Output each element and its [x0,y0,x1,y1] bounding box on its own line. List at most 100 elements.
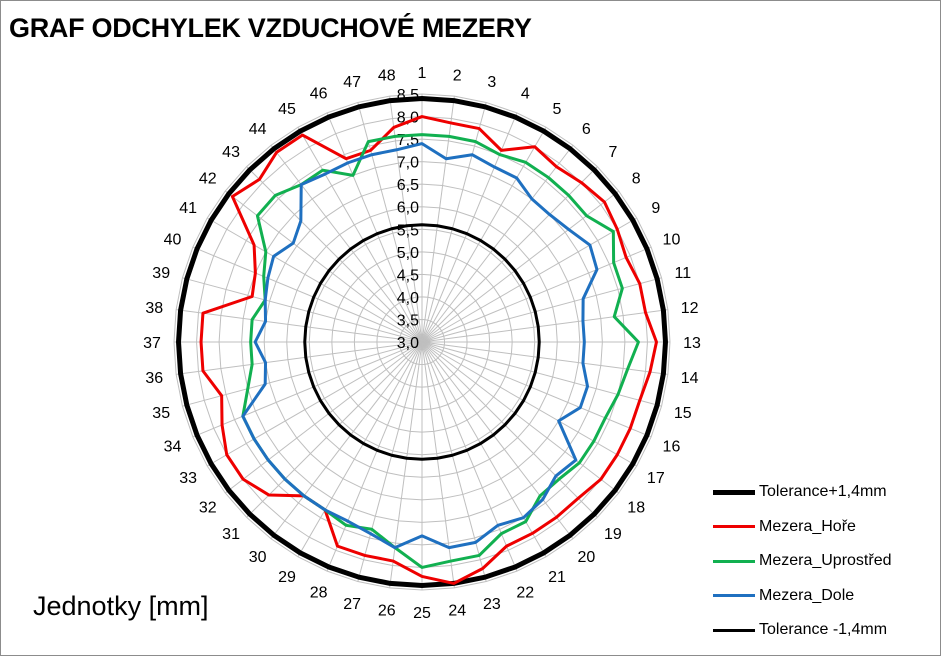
category-label: 7 [608,144,617,161]
category-label: 44 [249,121,267,138]
series-mezera-dole [241,142,599,550]
series-tolerance-1-4mm [303,223,541,461]
legend-swatch [713,525,755,529]
unit-label: Jednotky [mm] [33,591,209,621]
grid-spoke [176,309,423,343]
grid-spoke [421,341,652,438]
legend-swatch [713,559,755,563]
grid-spoke [176,341,423,375]
grid-spoke [326,341,423,572]
legend-label: Tolerance+1,4mm [759,483,887,501]
category-label: 24 [448,603,466,620]
radial-tick-label: 4,0 [397,290,419,307]
legend-item: Mezera_Hoře [713,510,938,545]
category-label: 3 [487,74,496,91]
category-label: 25 [413,605,431,622]
grid-spoke [270,341,423,540]
radial-tick-label: 3,0 [397,335,419,352]
grid-spoke [421,126,547,343]
grid-spoke [421,341,518,572]
category-label: 33 [179,470,197,487]
category-label: 18 [627,499,645,516]
category-label: 22 [516,584,534,601]
grid-spoke [297,126,423,343]
grid-spoke [421,341,598,518]
category-label: 30 [249,549,267,566]
category-label: 11 [674,265,691,282]
radial-tick-label: 7,0 [397,155,419,172]
radial-tick-label: 5,0 [397,245,419,262]
category-label: 13 [683,335,701,352]
radial-tick-label: 3,5 [397,312,419,329]
legend-item: Mezera_Dole [713,579,938,614]
legend-label: Mezera_Hoře [759,517,856,535]
series-tolerance-1-4mm [176,96,668,588]
series-mezera-hore [199,115,658,585]
grid-spoke [246,341,423,518]
grid-spoke [192,341,423,438]
category-label: 14 [681,370,699,387]
category-label: 20 [577,549,595,566]
category-label: 34 [164,438,182,455]
radial-tick-label: 6,0 [397,200,419,217]
grid-spoke [421,246,652,343]
grid-spoke [389,341,423,588]
grid-spoke [421,341,455,588]
category-label: 37 [143,335,161,352]
category-label: 23 [483,596,501,613]
category-label: 17 [647,470,665,487]
legend-swatch [713,594,755,598]
category-label: 40 [164,232,182,249]
category-label: 1 [418,65,427,82]
grid-spoke [182,277,423,343]
grid-spoke [224,341,423,494]
category-label: 35 [152,405,170,422]
category-label: 6 [582,121,591,138]
category-label: 48 [378,67,396,84]
category-label: 9 [651,200,660,217]
category-label: 43 [222,144,240,161]
category-label: 32 [199,499,217,516]
category-label: 5 [553,101,562,118]
category-label: 36 [145,370,163,387]
category-label: 8 [632,171,641,188]
category-label: 27 [343,596,361,613]
category-label: 15 [674,405,692,422]
grid-spoke [421,112,518,343]
grid-spoke [270,144,423,343]
category-label: 46 [310,86,328,103]
legend-label: Tolerance -1,4mm [759,621,888,639]
category-label: 10 [663,232,681,249]
series-mezera-uprostred [241,133,640,569]
grid-spoke [357,341,423,582]
grid-spoke [421,96,455,343]
category-label: 12 [681,300,699,317]
chart-title: GRAF ODCHYLEK VZDUCHOVÉ MEZERY [9,13,532,43]
category-label: 47 [343,74,361,91]
grid-spoke [421,341,574,540]
category-label: 38 [145,300,163,317]
category-label: 31 [222,526,240,543]
category-label: 28 [310,584,328,601]
grid-spoke [421,341,547,558]
legend-item: Tolerance -1,4mm [713,613,938,648]
radial-tick-label: 8,0 [397,110,419,127]
category-label: 29 [278,569,296,586]
grid-spoke [421,309,668,343]
grid-spoke [206,341,423,467]
legend-swatch [713,489,755,495]
legend-item: Tolerance+1,4mm [713,475,938,510]
radial-tick-label: 4,5 [397,267,419,284]
category-label: 2 [453,67,462,84]
grid-spoke [246,166,423,343]
legend-label: Mezera_Dole [759,586,855,604]
grid-spoke [421,166,598,343]
legend: Tolerance+1,4mm Mezera_Hoře Mezera_Uprostř… [713,475,938,648]
legend-swatch [713,628,755,632]
category-label: 26 [378,603,396,620]
legend-item: Mezera_Uprostřed [713,544,938,579]
grid-spoke [182,341,423,407]
grid-spoke [206,217,423,343]
category-label: 21 [548,569,566,586]
